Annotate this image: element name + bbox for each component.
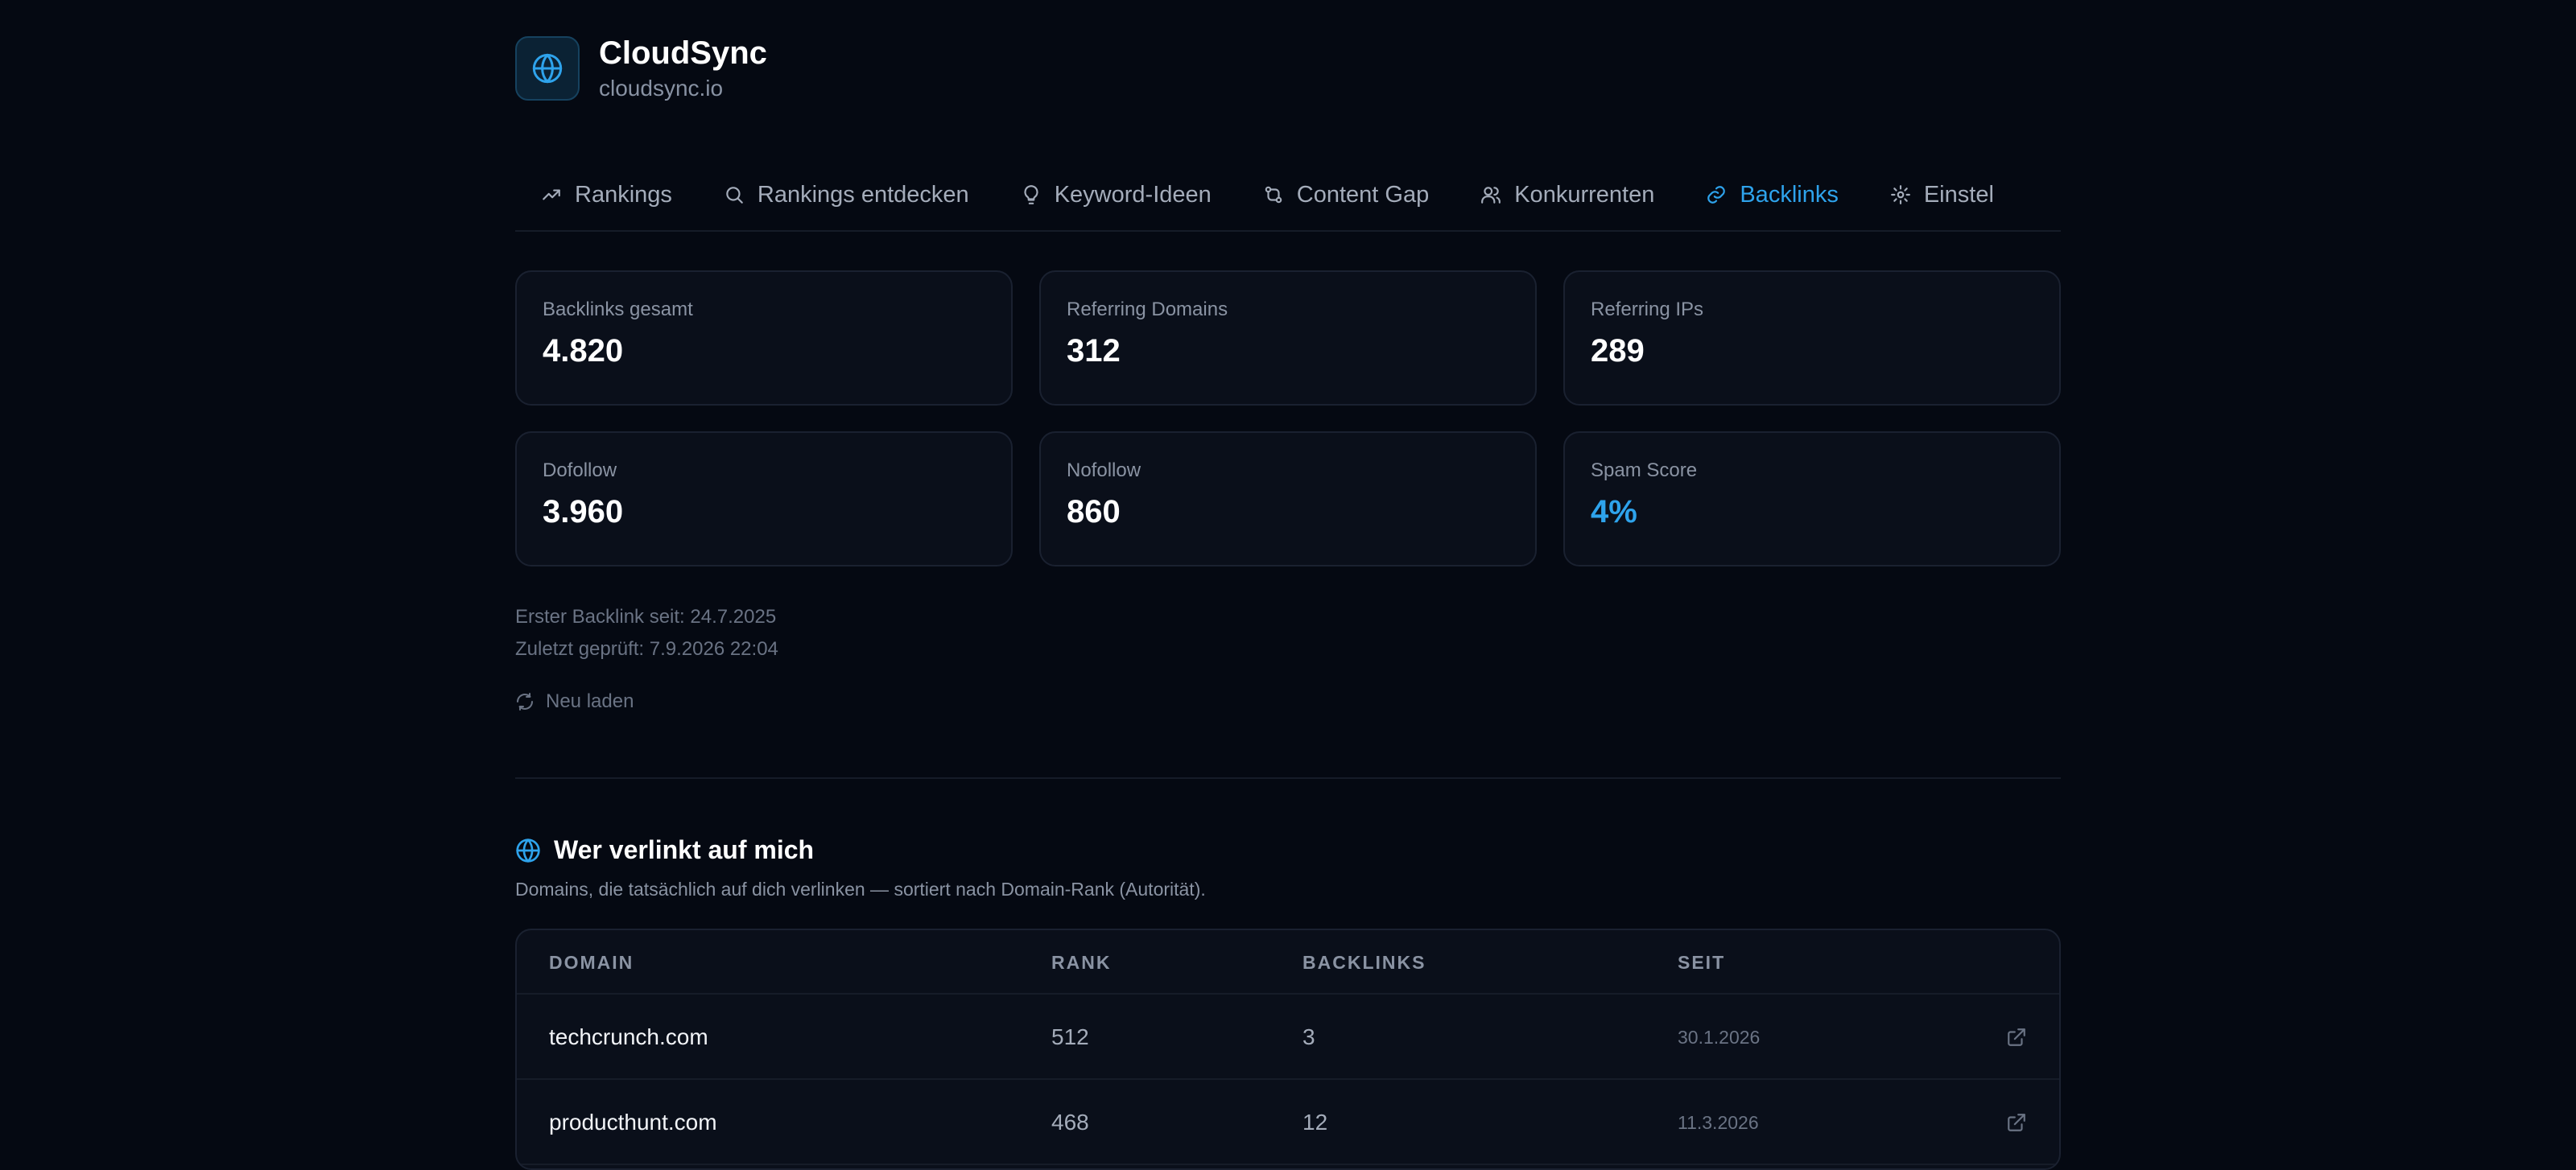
globe-icon xyxy=(515,36,580,101)
tab-label: Rankings xyxy=(575,181,672,208)
tab-content-gap[interactable]: Content Gap xyxy=(1237,158,1455,230)
column-domain[interactable]: DOMAIN xyxy=(549,952,634,973)
stat-value: 860 xyxy=(1067,494,1121,529)
last-checked-date: Zuletzt geprüft: 7.9.2026 22:04 xyxy=(515,638,778,660)
stat-label: Dofollow xyxy=(543,459,617,481)
stat-nofollow: Nofollow 860 xyxy=(1039,431,1537,566)
gear-icon xyxy=(1890,185,1910,204)
site-domain: cloudsync.io xyxy=(599,76,724,101)
row-domain: techcrunch.com xyxy=(549,1024,708,1049)
stat-value: 3.960 xyxy=(543,494,624,529)
tab-label: Keyword-Ideen xyxy=(1054,181,1212,208)
tab-rankings[interactable]: Rankings xyxy=(515,158,698,230)
stat-dofollow: Dofollow 3.960 xyxy=(515,431,1013,566)
stat-referring-domains: Referring Domains 312 xyxy=(1039,270,1537,406)
section-heading: Wer verlinkt auf mich xyxy=(515,835,814,865)
tab-keyword-ideen[interactable]: Keyword-Ideen xyxy=(995,158,1237,230)
tab-label: Einstel xyxy=(1923,181,1994,208)
external-link-icon[interactable] xyxy=(2006,995,2027,1080)
reload-button[interactable]: Neu laden xyxy=(515,690,634,713)
row-rank: 512 xyxy=(1051,1024,1089,1049)
section-divider xyxy=(515,777,2061,779)
referring-domains-table: DOMAIN RANK BACKLINKS SEIT techcrunch.co… xyxy=(515,929,2061,1170)
tab-rankings-entdecken[interactable]: Rankings entdecken xyxy=(698,158,995,230)
stat-value: 312 xyxy=(1067,333,1121,369)
tab-einstellungen[interactable]: Einstel xyxy=(1864,158,2020,230)
stat-referring-ips: Referring IPs 289 xyxy=(1563,270,2061,406)
tab-konkurrenten[interactable]: Konkurrenten xyxy=(1455,158,1680,230)
stat-label: Backlinks gesamt xyxy=(543,299,693,320)
users-icon xyxy=(1481,187,1501,204)
stat-label: Nofollow xyxy=(1067,459,1141,481)
row-since: 11.3.2026 xyxy=(1678,1112,1759,1133)
tab-backlinks[interactable]: Backlinks xyxy=(1680,158,1864,230)
site-name: CloudSync xyxy=(599,35,767,71)
stat-label: Referring IPs xyxy=(1591,299,1704,320)
tab-label: Backlinks xyxy=(1740,181,1839,208)
tab-label: Konkurrenten xyxy=(1514,181,1655,208)
stat-value: 4.820 xyxy=(543,333,624,369)
tab-bar: Rankings Rankings entdecken Keyword-Idee… xyxy=(515,158,2061,232)
globe-icon xyxy=(516,838,540,863)
backlinks-page: CloudSync cloudsync.io Rankings Rankings… xyxy=(515,0,2061,1170)
stat-value: 289 xyxy=(1591,333,1645,369)
column-rank[interactable]: RANK xyxy=(1051,952,1112,973)
row-since: 30.1.2026 xyxy=(1678,1027,1761,1048)
refresh-icon xyxy=(517,693,533,711)
column-backlinks[interactable]: BACKLINKS xyxy=(1302,952,1426,973)
first-backlink-date: Erster Backlink seit: 24.7.2025 xyxy=(515,606,777,628)
row-backlinks: 3 xyxy=(1302,1024,1315,1049)
stat-label: Spam Score xyxy=(1591,459,1698,481)
compare-icon xyxy=(1265,186,1282,204)
table-row[interactable]: producthunt.com 468 12 11.3.2026 xyxy=(517,1080,2059,1165)
trend-up-icon xyxy=(543,189,560,200)
tab-label: Rankings entdecken xyxy=(757,181,969,208)
external-link-icon[interactable] xyxy=(2006,1080,2027,1165)
search-icon xyxy=(726,187,743,204)
lightbulb-icon xyxy=(1024,185,1038,204)
table-row[interactable]: techcrunch.com 512 3 30.1.2026 xyxy=(517,995,2059,1080)
section-title: Wer verlinkt auf mich xyxy=(554,835,815,864)
stat-backlinks-total: Backlinks gesamt 4.820 xyxy=(515,270,1013,406)
row-domain: producthunt.com xyxy=(549,1110,717,1135)
site-header: CloudSync cloudsync.io xyxy=(515,34,767,103)
section-description: Domains, die tatsächlich auf dich verlin… xyxy=(515,879,1206,900)
link-icon xyxy=(1707,186,1726,204)
stat-label: Referring Domains xyxy=(1067,299,1228,320)
row-rank: 468 xyxy=(1051,1110,1089,1135)
tab-label: Content Gap xyxy=(1296,181,1430,208)
column-since[interactable]: SEIT xyxy=(1678,952,1726,973)
table-header: DOMAIN RANK BACKLINKS SEIT xyxy=(517,930,2059,995)
stat-value: 4% xyxy=(1591,494,1637,529)
reload-label: Neu laden xyxy=(546,690,634,712)
stat-spam-score: Spam Score 4% xyxy=(1563,431,2061,566)
row-backlinks: 12 xyxy=(1302,1110,1328,1135)
